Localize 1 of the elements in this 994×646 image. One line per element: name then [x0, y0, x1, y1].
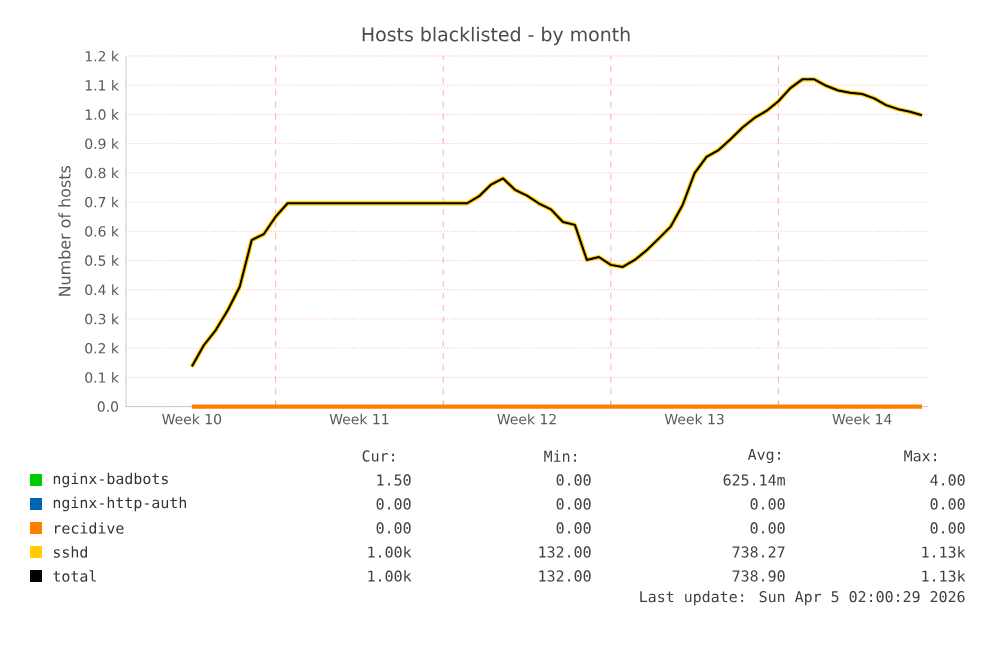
chart-title: Hosts blacklisted - by month [362, 26, 630, 46]
